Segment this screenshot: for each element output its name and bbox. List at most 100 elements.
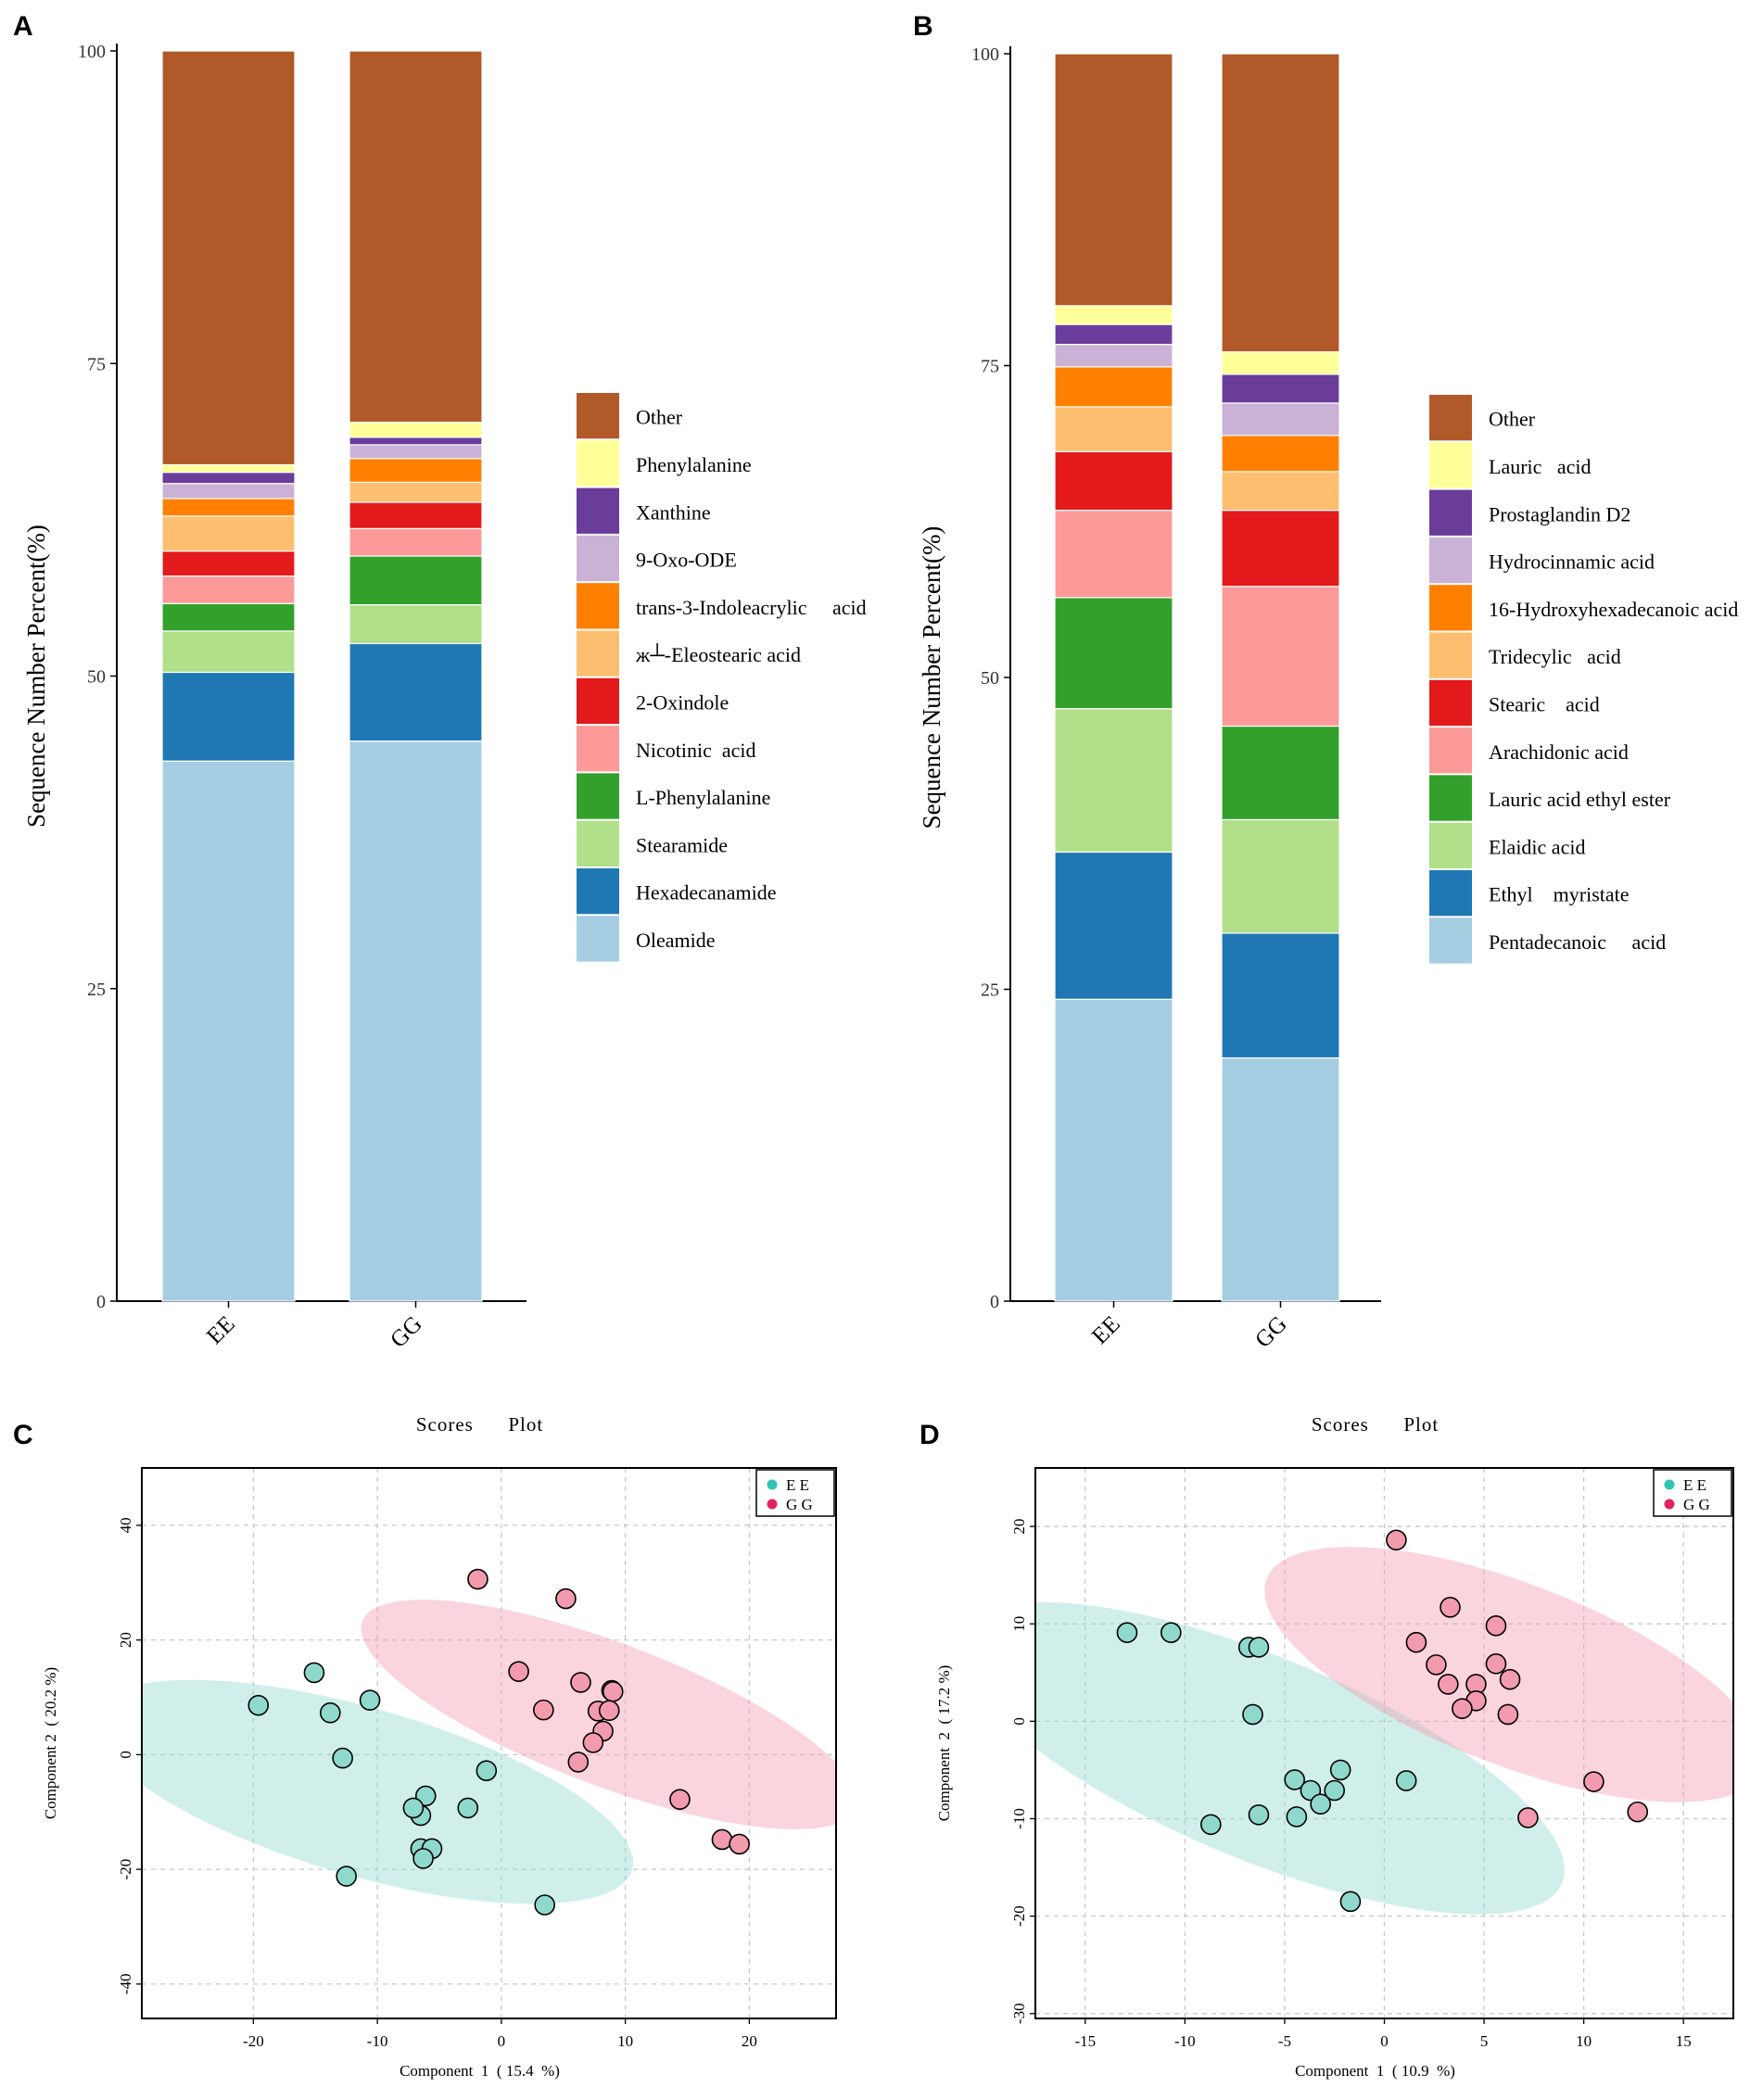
- legend-label: 16-Hydroxyhexadecanoic acid: [1489, 598, 1738, 621]
- bar-segment: [349, 555, 483, 606]
- legend-swatch: [1429, 442, 1472, 488]
- y-tick-label: 50: [981, 668, 999, 689]
- legend-label: ж┴-Eleostearic acid: [635, 642, 801, 666]
- bar-segment: [1054, 366, 1173, 408]
- panel-c-scores-plot: -20 -10 0 10 20 -40 -20 0 20 40 Scores Plot Compone…: [42, 1413, 837, 2080]
- confidence-ellipse: [142, 1679, 633, 1904]
- data-point: [412, 1848, 434, 1869]
- data-point: [1517, 1807, 1539, 1828]
- legend-swatch: [1429, 489, 1472, 536]
- bar-segment: [1221, 1056, 1340, 1302]
- legend-swatch: [1429, 679, 1472, 727]
- y-tick-label: 100: [78, 42, 106, 62]
- legend-label: G G: [1683, 1496, 1710, 1513]
- legend-label: E E: [786, 1476, 809, 1494]
- bar-segment: [349, 527, 483, 557]
- y-tick-label: 0: [96, 1292, 106, 1312]
- x-tick-label: 10: [1576, 2032, 1592, 2050]
- data-point: [1329, 1759, 1351, 1781]
- legend-swatch: [577, 583, 619, 629]
- data-point: [1485, 1615, 1507, 1637]
- data-point: [1324, 1779, 1346, 1802]
- bar-segment: [349, 50, 483, 424]
- data-point: [336, 1866, 357, 1887]
- data-point: [303, 1662, 325, 1684]
- bar-segment: [161, 630, 296, 674]
- data-point: [1284, 1769, 1305, 1790]
- y-tick-label: 100: [971, 44, 999, 65]
- data-point: [598, 1700, 620, 1722]
- data-point: [1160, 1622, 1182, 1643]
- data-point: [359, 1689, 381, 1711]
- legend-swatch: [1429, 537, 1472, 584]
- legend-box: [755, 1469, 835, 1517]
- bar-segment: [161, 671, 296, 762]
- bar-segment: [349, 481, 483, 503]
- legend-label: Phenylalanine: [636, 453, 752, 476]
- legend-label: Lauric acid: [1489, 455, 1592, 478]
- plot-title: Scores Plot: [416, 1413, 543, 1436]
- bar-segment: [1054, 450, 1173, 512]
- data-point: [1339, 1891, 1362, 1913]
- bar-segment: [1054, 597, 1173, 710]
- bar-segment: [161, 498, 296, 517]
- x-tick-label: GG: [1250, 1311, 1292, 1353]
- data-point: [582, 1732, 604, 1753]
- panel-label-c: C: [13, 1420, 33, 1450]
- y-tick-label: 0: [990, 1292, 999, 1312]
- bar-segment: [1054, 851, 1173, 1000]
- legend-swatch: [1429, 727, 1472, 774]
- bar-segment: [1054, 510, 1173, 599]
- legend-label: Lauric acid ethyl ester: [1489, 788, 1671, 811]
- bar-segment: [161, 515, 296, 552]
- legend-swatch: [577, 487, 619, 534]
- data-point: [1405, 1631, 1427, 1653]
- bar-segment: [1054, 323, 1173, 346]
- data-point: [1485, 1653, 1507, 1675]
- data-point: [1395, 1770, 1417, 1791]
- legend-label: E E: [1683, 1476, 1706, 1494]
- y-tick-label: 0: [1010, 1717, 1028, 1726]
- data-point: [1248, 1803, 1270, 1826]
- x-tick-label: -10: [1174, 2032, 1196, 2050]
- bar-segment: [349, 444, 483, 460]
- bar-segment: [1221, 586, 1340, 727]
- x-tick-label: 0: [498, 2032, 506, 2050]
- bar-segment: [1054, 708, 1173, 854]
- data-point: [332, 1747, 353, 1769]
- y-tick-label: 20: [117, 1632, 134, 1648]
- bar-segment: [349, 501, 483, 529]
- y-axis-title: Component 2 ( 17.2 %): [935, 1665, 953, 1822]
- bar-segment: [161, 602, 296, 632]
- legend-swatch: [577, 677, 619, 725]
- legend-label: Tridecylic acid: [1489, 645, 1621, 668]
- bar-segment: [161, 760, 296, 1302]
- x-axis-title: Component 1 ( 15.4 %): [400, 2062, 560, 2080]
- data-point: [570, 1672, 591, 1693]
- y-tick-label: 25: [981, 980, 999, 1001]
- legend-swatch: [577, 535, 619, 582]
- y-tick-label: -30: [1010, 2003, 1028, 2024]
- plot-title: Scores Plot: [1312, 1413, 1439, 1436]
- y-axis-title: Sequence Number Percent(%): [918, 526, 945, 829]
- data-point: [567, 1752, 590, 1773]
- legend-swatch: [1429, 917, 1472, 964]
- data-point: [247, 1694, 270, 1716]
- data-point: [1242, 1703, 1263, 1726]
- legend-marker: [1664, 1499, 1675, 1510]
- data-point: [555, 1588, 577, 1610]
- y-tick-label: 75: [87, 354, 106, 374]
- panel-label-d: D: [920, 1420, 940, 1450]
- y-tick-label: -40: [117, 1974, 134, 1995]
- bar-segment: [161, 472, 296, 485]
- y-axis-title: Sequence Number Percent(%): [22, 525, 50, 828]
- data-point: [729, 1833, 750, 1855]
- bar-segment: [161, 463, 296, 474]
- legend-swatch: [1429, 870, 1472, 917]
- legend-label: Stearic acid: [1489, 692, 1600, 715]
- legend-label: Hydrocinnamic acid: [1489, 550, 1655, 574]
- data-point: [402, 1797, 425, 1819]
- bar-segment: [1054, 344, 1173, 368]
- data-point: [1286, 1806, 1308, 1828]
